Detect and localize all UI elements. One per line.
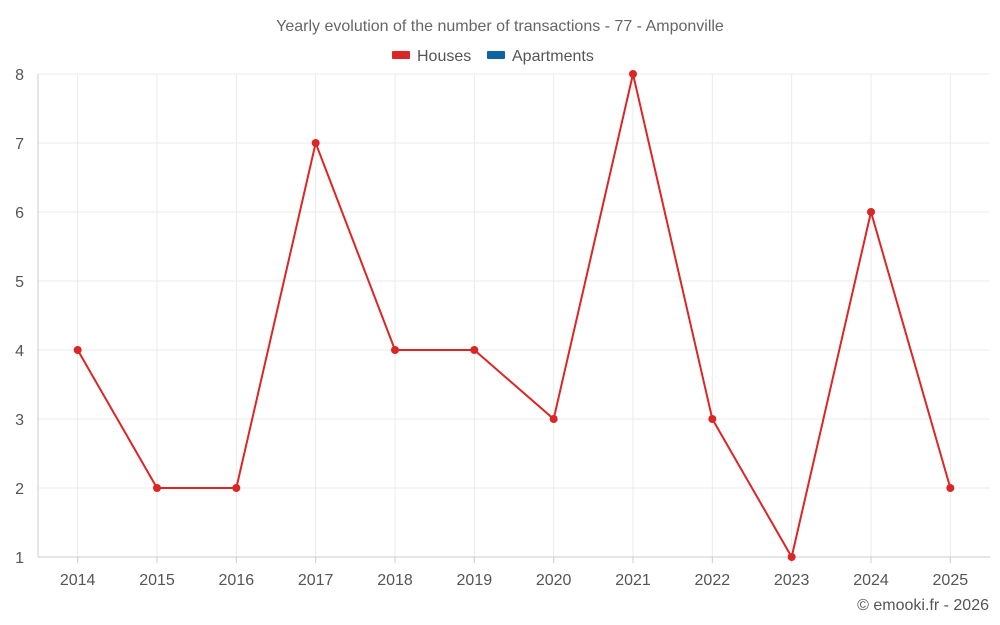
y-tick-label: 4 [15, 343, 24, 360]
x-tick-label: 2025 [933, 572, 969, 589]
credit-text: © emooki.fr - 2026 [857, 597, 989, 614]
legend-swatch-houses [392, 51, 410, 59]
x-tick-label: 2015 [139, 572, 175, 589]
data-point-houses [629, 70, 637, 78]
series-line-houses [76, 73, 952, 560]
data-point-houses [232, 484, 241, 492]
y-tick-label: 6 [15, 205, 24, 222]
x-tick-label: 2024 [853, 572, 889, 589]
data-point-houses [549, 415, 558, 423]
y-tick-label: 3 [15, 412, 24, 429]
data-point-houses [867, 208, 875, 216]
data-point-houses [391, 346, 399, 354]
chart-title: Yearly evolution of the number of transa… [276, 18, 724, 35]
legend: Houses Apartments [392, 48, 594, 65]
x-tick-label: 2020 [536, 572, 572, 589]
data-point-houses [708, 415, 717, 423]
data-point-houses [470, 346, 479, 354]
y-tick-label: 5 [15, 274, 24, 291]
x-tick-label: 2019 [457, 572, 493, 589]
x-tick-label: 2021 [615, 572, 651, 589]
y-tick-label: 2 [15, 481, 24, 498]
x-tick-label: 2014 [60, 572, 96, 589]
data-point-houses [153, 484, 161, 492]
data-point-houses [787, 553, 796, 561]
legend-label-houses[interactable]: Houses [417, 48, 471, 65]
data-point-houses [311, 139, 320, 147]
x-tick-label: 2016 [219, 572, 255, 589]
y-tick-label: 1 [15, 550, 24, 567]
x-tick-label: 2022 [695, 572, 731, 589]
x-tick-label: 2023 [774, 572, 810, 589]
data-point-houses [73, 346, 82, 354]
y-tick-label: 8 [15, 67, 24, 84]
legend-swatch-apartments [487, 51, 505, 59]
y-tick-label: 7 [15, 136, 24, 153]
x-tick-label: 2017 [298, 572, 334, 589]
legend-label-apartments[interactable]: Apartments [512, 48, 594, 65]
x-tick-label: 2018 [377, 572, 413, 589]
data-point-houses [946, 484, 955, 492]
